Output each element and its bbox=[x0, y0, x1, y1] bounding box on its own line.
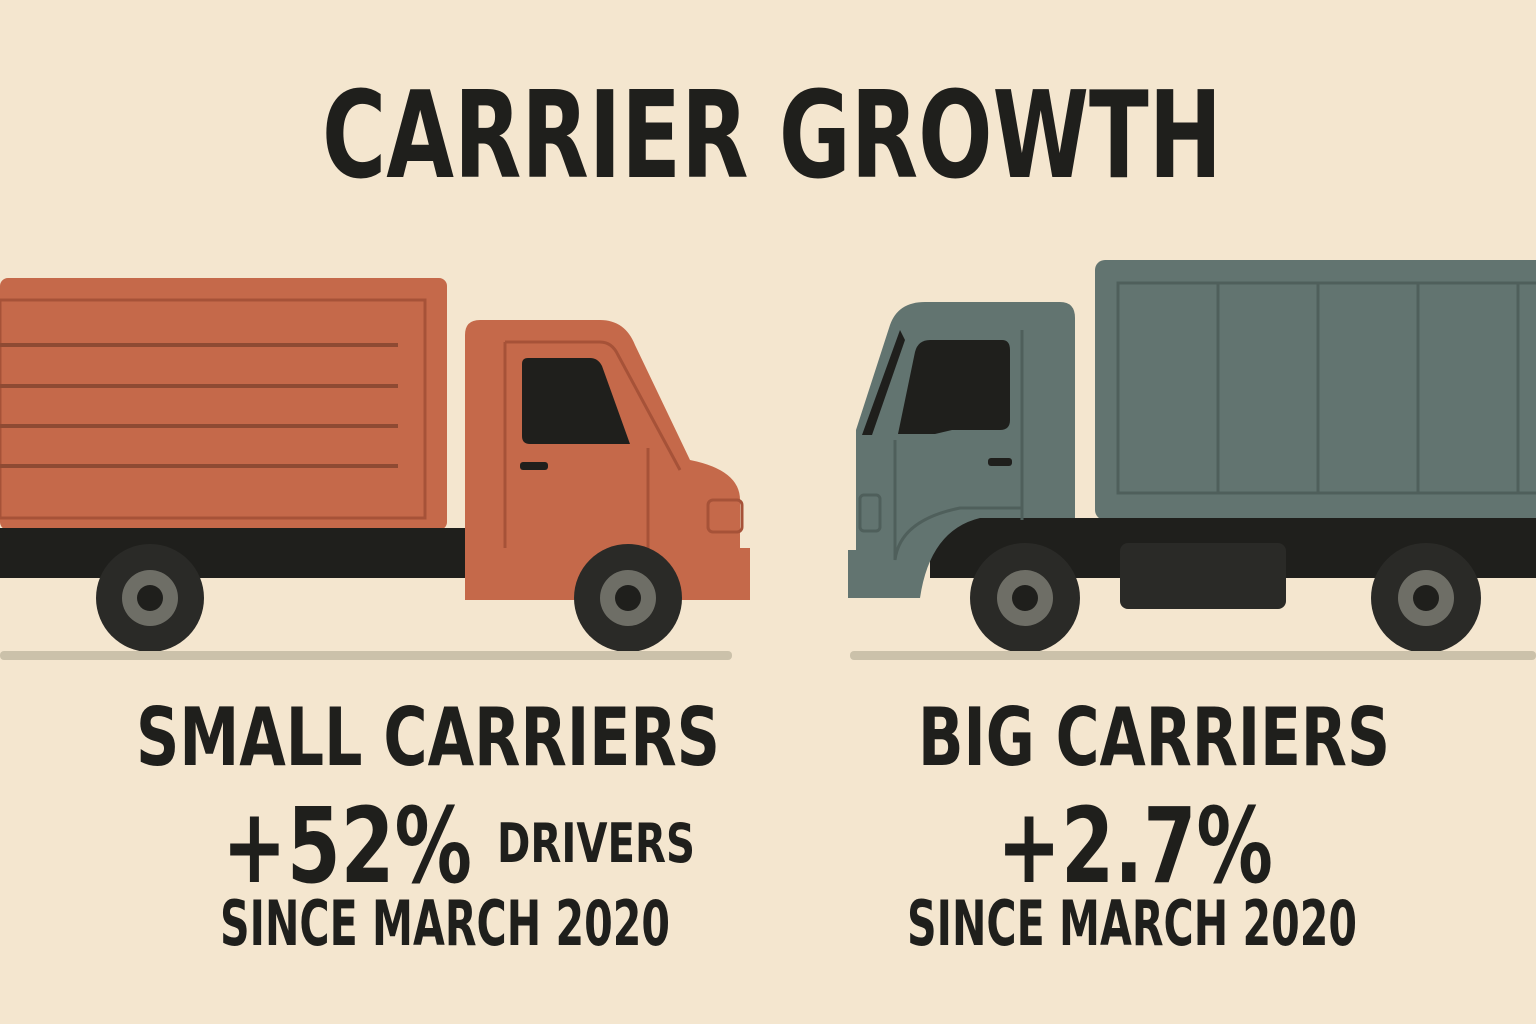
big-truck-part bbox=[898, 340, 1010, 434]
small-truck-part bbox=[615, 585, 641, 611]
small-truck-part bbox=[520, 462, 548, 470]
big-truck-part bbox=[858, 493, 882, 533]
big-truck-part bbox=[862, 330, 905, 435]
small-truck-part bbox=[0, 278, 447, 530]
big-truck-part bbox=[848, 302, 1075, 598]
panel-heading: SMALL CARRIERS bbox=[136, 691, 720, 784]
big-truck-part bbox=[850, 651, 1536, 660]
small-truck-part bbox=[706, 498, 744, 534]
stat: +2.7% bbox=[997, 785, 1273, 907]
big-truck-part bbox=[1413, 585, 1439, 611]
big-truck-part bbox=[1095, 260, 1536, 520]
panel-heading: BIG CARRIERS bbox=[918, 691, 1390, 784]
since-label: SINCE MARCH 2020 bbox=[220, 887, 670, 960]
big-truck-part bbox=[1012, 585, 1038, 611]
small-truck-part bbox=[522, 358, 630, 444]
small-truck-part bbox=[0, 651, 732, 660]
small-truck-part bbox=[0, 343, 398, 468]
big-truck-part bbox=[893, 440, 1022, 561]
stat: +52% bbox=[222, 785, 472, 907]
big-truck-part bbox=[1120, 543, 1286, 609]
big-truck-part bbox=[1116, 281, 1536, 495]
stat-unit: DRIVERS bbox=[497, 812, 695, 875]
big-truck-part bbox=[1216, 283, 1520, 493]
small-truck bbox=[0, 278, 750, 660]
small-truck-part bbox=[0, 298, 427, 520]
big-truck-part bbox=[988, 458, 1012, 466]
since-label: SINCE MARCH 2020 bbox=[907, 887, 1357, 960]
title: CARRIER GROWTH bbox=[322, 67, 1222, 206]
small-truck-part bbox=[137, 585, 163, 611]
big-truck bbox=[848, 260, 1536, 660]
small-truck-part bbox=[0, 528, 480, 578]
small-truck-part bbox=[505, 340, 682, 471]
